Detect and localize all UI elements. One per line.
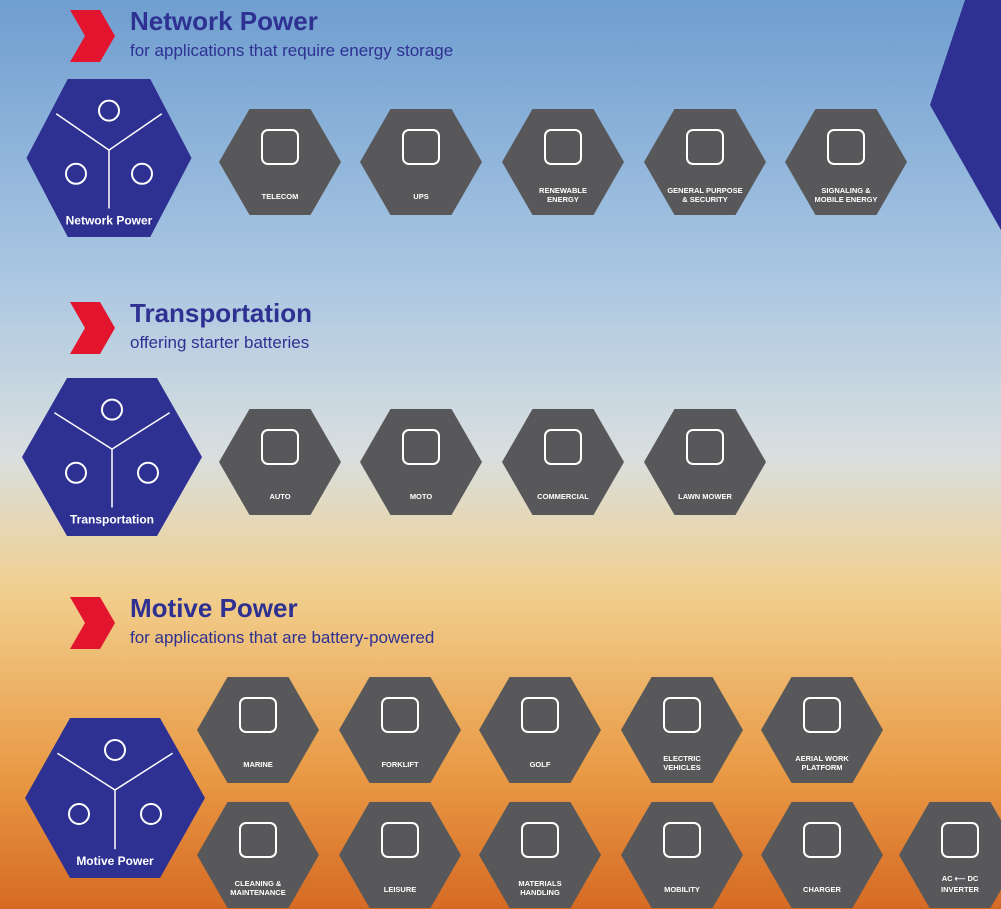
item-label: SIGNALING & bbox=[821, 186, 871, 195]
item-label: AERIAL WORK bbox=[795, 754, 849, 763]
hub-label: Motive Power bbox=[76, 854, 154, 868]
section-subtitle: offering starter batteries bbox=[130, 333, 309, 352]
item-label: MOBILE ENERGY bbox=[815, 195, 878, 204]
item-label: INVERTER bbox=[941, 885, 980, 894]
item-label: LEISURE bbox=[384, 885, 417, 894]
item-label: ENERGY bbox=[547, 195, 579, 204]
section-title: Motive Power bbox=[130, 593, 298, 623]
item-label: LAWN MOWER bbox=[678, 492, 732, 501]
item-label: RENEWABLE bbox=[539, 186, 587, 195]
section-title: Transportation bbox=[130, 298, 312, 328]
item-label: AUTO bbox=[269, 492, 290, 501]
item-label: MATERIALS bbox=[518, 879, 561, 888]
section-subtitle: for applications that are battery-powere… bbox=[130, 628, 434, 647]
hub-label: Network Power bbox=[66, 213, 153, 227]
item-label: MAINTENANCE bbox=[230, 888, 285, 897]
item-label: FORKLIFT bbox=[381, 760, 418, 769]
item-label: & SECURITY bbox=[682, 195, 727, 204]
page: Network Power for applications that requi… bbox=[0, 0, 1001, 909]
section-title: Network Power bbox=[130, 6, 318, 36]
item-label: VEHICLES bbox=[663, 763, 701, 772]
item-label: TELECOM bbox=[262, 192, 299, 201]
item-label: GOLF bbox=[530, 760, 551, 769]
item-label: MOTO bbox=[410, 492, 433, 501]
item-label: MOBILITY bbox=[664, 885, 700, 894]
item-detail: AC ⟵ DC bbox=[942, 874, 979, 883]
hub-label: Transportation bbox=[70, 512, 154, 526]
item-label: CHARGER bbox=[803, 885, 842, 894]
item-label: CLEANING & bbox=[235, 879, 282, 888]
item-label: HANDLING bbox=[520, 888, 560, 897]
item-label: MARINE bbox=[243, 760, 273, 769]
item-label: COMMERCIAL bbox=[537, 492, 589, 501]
item-label: GENERAL PURPOSE bbox=[667, 186, 742, 195]
item-label: UPS bbox=[413, 192, 428, 201]
item-label: ELECTRIC bbox=[663, 754, 701, 763]
section-subtitle: for applications that require energy sto… bbox=[130, 41, 453, 60]
item-label: PLATFORM bbox=[801, 763, 842, 772]
